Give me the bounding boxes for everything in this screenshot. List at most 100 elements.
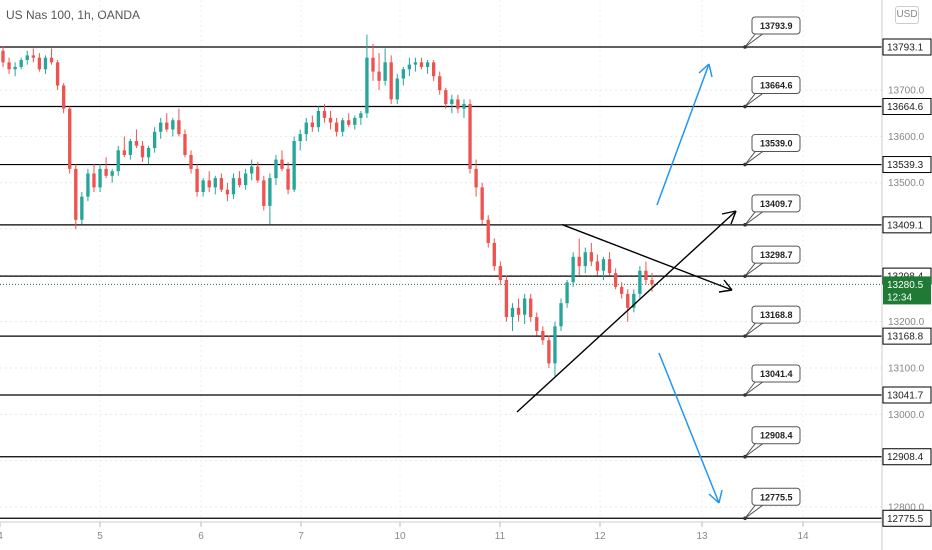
time-tick-label: 14 [797,531,809,542]
candle-body [583,252,587,267]
price-tick-label: 13100.0 [888,363,925,374]
candle-body [213,178,217,188]
candle-body [650,280,654,285]
candle-body [92,173,96,188]
candle-body [322,110,327,118]
callout-anchor-dot [743,454,747,459]
candle-body [225,189,230,195]
candle-body [389,62,393,100]
candle-body [316,110,321,128]
candle-body [13,66,17,70]
price-axis[interactable]: 12800.012900.013000.013100.013200.013300… [881,0,932,550]
level-price-tag [882,216,932,234]
candle-body [431,62,436,77]
callout-box [751,426,801,445]
black-arrow-right-head [718,279,733,293]
candle-body [310,122,315,128]
callout-box [751,487,801,506]
level-price-tag [882,386,932,404]
currency-badge[interactable]: USD [895,6,919,24]
candle-body [486,219,490,243]
candle-body [231,178,236,195]
time-tick-label: 13 [696,531,708,542]
callout-label: 13664.6 [760,81,793,91]
candle-body [559,303,563,327]
candle-body [595,261,600,271]
candle-body [74,168,78,220]
candle-body [450,99,454,105]
candle-body [43,57,48,70]
symbol-title: US Nas 100, 1h, OANDA [6,8,141,22]
candle-body [438,76,442,91]
callout-anchor-dot [743,274,747,278]
time-tick-label: 5 [97,531,103,542]
candle-body [1,50,5,63]
candle-body [268,178,272,206]
candle-body [80,196,84,220]
callout-anchor-dot [743,334,747,338]
candle-body [49,57,54,63]
levels-layer [0,46,882,519]
callout-pointer [744,503,766,519]
candle-body [134,141,139,146]
candle-body [171,120,175,130]
callout-box [751,134,801,153]
callout-label: 13793.9 [760,21,793,31]
candle-body [565,282,569,304]
candle-body [110,171,114,176]
callout-pointer [744,261,766,277]
candle-body [195,168,199,193]
price-tick-label: 13600.0 [888,132,925,143]
callout-pointer [744,92,766,107]
candle-body [589,252,594,262]
candle-body [601,259,606,271]
callout-box [751,245,801,264]
candle-body [498,266,503,281]
callout-label: 13409.7 [760,199,793,209]
blue-arrow-up [656,63,710,206]
callout-pointer [744,150,766,165]
callout-label: 13168.8 [760,310,793,320]
candle-body [444,90,448,105]
level-price-label: 12908.4 [887,452,924,463]
blue-arrow-down-head [708,489,723,504]
candle-body [116,150,120,172]
candle-body [122,150,126,155]
black-arrow-up-head [721,210,737,225]
time-tick-label: 11 [495,531,506,542]
candle-body [553,326,557,364]
current-price-tag [883,276,931,305]
callout-pointer [744,321,766,337]
candle-body [644,270,648,281]
candle-body [207,180,211,188]
candle-body [522,298,527,315]
annotations-layer [516,63,737,504]
candle-body [510,307,515,318]
time-axis[interactable]: 4 5 6 7 10 11 12 13 14 [0,521,882,542]
price-tick-label: 13500.0 [888,178,925,189]
callout-box [751,364,801,383]
candle-body [632,293,636,308]
candle-body [250,166,254,174]
candle-body [280,159,284,169]
candle-body [571,256,575,283]
candle-body [395,78,399,100]
callout-anchor-dot [743,393,747,397]
candle-body [128,141,133,155]
candle-body [68,108,72,169]
callout-pointer [744,210,766,226]
candle-body [243,173,248,186]
candle-body [219,178,224,190]
candle-body [456,99,460,109]
candle-body [480,187,484,220]
candle-body [340,120,345,132]
candle-body [492,242,496,267]
candle-body [620,286,624,294]
level-price-tag [882,38,932,56]
candle-body [504,280,509,318]
callout-label: 13539.0 [760,139,793,149]
callout-label: 12908.4 [760,431,793,441]
callouts-layer: 13793.9 13664.6 13539.0 13409.7 13298.7 13168… [743,16,801,521]
candle-body [541,330,545,341]
